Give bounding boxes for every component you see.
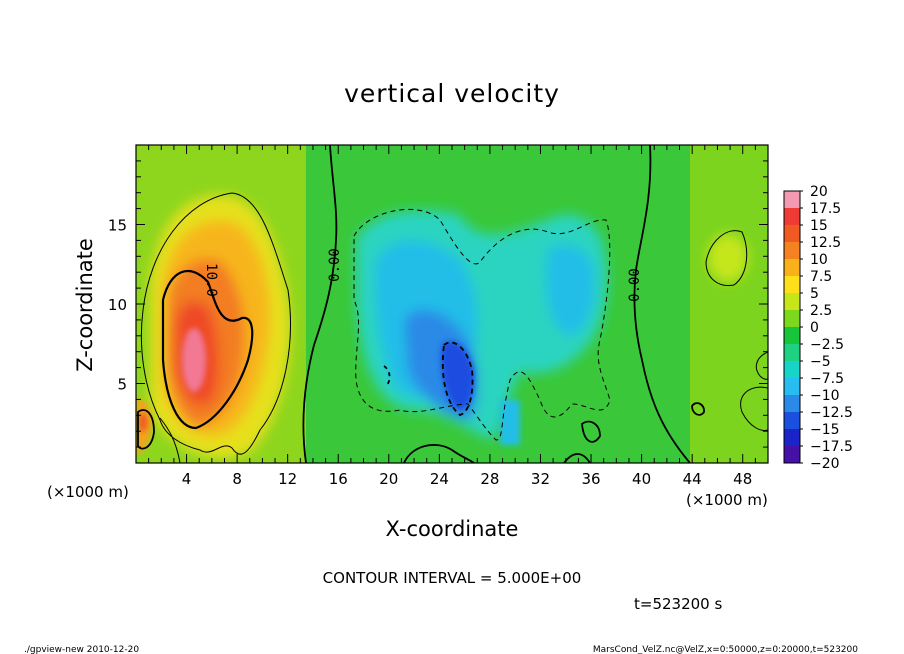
colorbar-label: −17.5 [810, 439, 853, 455]
colorbar-swatch [784, 395, 800, 413]
x-axis: 4 8 12 16 20 24 28 32 36 40 44 48 [148, 145, 756, 488]
colorbar-swatch [784, 327, 800, 345]
colorbar-swatch [784, 310, 800, 328]
x-tick-label: 24 [430, 470, 449, 488]
x-tick-label: 20 [379, 470, 398, 488]
footer-right: MarsCond_VelZ.nc@VelZ,x=0:50000,z=0:2000… [593, 645, 858, 654]
y-tick-label: 15 [108, 217, 127, 235]
colorbar-label: 2.5 [810, 303, 832, 319]
contour-label: 0.00 [627, 268, 643, 302]
colorbar-swatch [784, 208, 800, 226]
colorbar-swatch [784, 446, 800, 464]
colorbar-label: 0 [810, 320, 819, 336]
time-label: t=523200 s [634, 595, 722, 613]
y-tick-label: 5 [117, 376, 127, 394]
colorbar-label: −15 [810, 422, 840, 438]
colorbar-label: −12.5 [810, 405, 853, 421]
colorbar-label: −5 [810, 354, 831, 370]
colorbar-label: 12.5 [810, 235, 841, 251]
colorbar-swatch [784, 378, 800, 396]
colorbar: 2017.51512.5107.552.50−2.5−5−7.5−10−12.5… [783, 184, 853, 472]
x-axis-label: X-coordinate [386, 517, 519, 541]
x-unit-right: (×1000 m) [686, 491, 768, 509]
colorbar-swatch [784, 412, 800, 430]
y-axis: 5 10 15 [108, 160, 768, 448]
y-axis-label: Z-coordinate [73, 238, 97, 372]
colorbar-swatch [784, 225, 800, 243]
colorbar-swatch [784, 344, 800, 362]
x-tick-label: 48 [733, 470, 752, 488]
x-unit-left: (×1000 m) [47, 483, 129, 501]
x-tick-label: 8 [232, 470, 242, 488]
colorbar-label: −20 [810, 456, 840, 472]
plot-field: 10.0 0.00 0.00 [136, 145, 768, 463]
chart-title: vertical velocity [344, 79, 560, 108]
colorbar-swatch [784, 293, 800, 311]
x-tick-label: 12 [278, 470, 297, 488]
colorbar-swatch [784, 429, 800, 447]
contour-label: 10.0 [203, 263, 219, 297]
x-tick-label: 40 [632, 470, 651, 488]
contour-label: 0.00 [327, 248, 343, 282]
colorbar-label: −7.5 [810, 371, 844, 387]
y-tick-label: 10 [108, 296, 127, 314]
x-tick-label: 44 [683, 470, 702, 488]
footer-left: ./gpview-new 2010-12-20 [24, 645, 139, 654]
x-tick-label: 36 [581, 470, 600, 488]
colorbar-swatch [784, 361, 800, 379]
colorbar-label: 17.5 [810, 201, 841, 217]
colorbar-label: 5 [810, 286, 819, 302]
colorbar-label: 10 [810, 252, 828, 268]
colorbar-label: 20 [810, 184, 828, 200]
x-tick-label: 32 [531, 470, 550, 488]
x-tick-label: 16 [329, 470, 348, 488]
colorbar-swatch [784, 259, 800, 277]
colorbar-label: 15 [810, 218, 828, 234]
colorbar-label: 7.5 [810, 269, 832, 285]
colorbar-swatch [784, 242, 800, 260]
colorbar-swatch [784, 191, 800, 209]
colorbar-label: −2.5 [810, 337, 844, 353]
colorbar-label: −10 [810, 388, 840, 404]
contour-interval-note: CONTOUR INTERVAL = 5.000E+00 [323, 569, 582, 587]
x-tick-label: 4 [182, 470, 192, 488]
colorbar-swatch [784, 276, 800, 294]
x-tick-label: 28 [480, 470, 499, 488]
